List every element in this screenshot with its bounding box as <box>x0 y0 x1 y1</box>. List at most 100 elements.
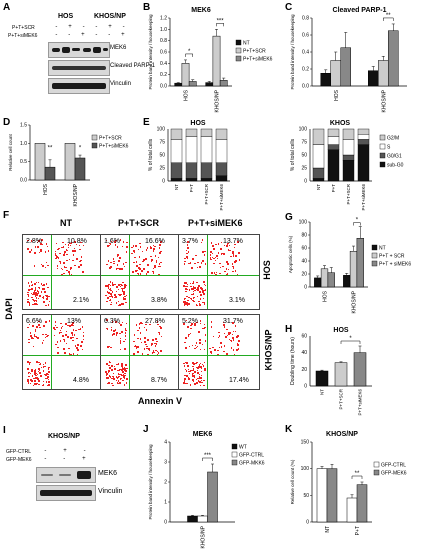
flow-event <box>203 254 206 256</box>
flow-event <box>64 352 66 354</box>
flow-event <box>151 338 154 341</box>
flow-event <box>32 298 34 301</box>
blot-mark: - <box>55 24 58 30</box>
flow-event <box>153 351 155 354</box>
flow-event <box>225 336 227 338</box>
blot-mark: - <box>44 448 47 454</box>
flow-event <box>151 259 153 261</box>
legend-label: P+T+siMEK6 <box>99 144 129 150</box>
flow-event <box>149 323 151 325</box>
flow-event <box>35 303 37 305</box>
flow-event <box>155 338 157 340</box>
flow-event <box>37 281 40 284</box>
flow-event <box>160 250 162 253</box>
legend-swatch <box>231 459 238 466</box>
flow-event <box>123 368 125 370</box>
legend-swatch <box>373 469 380 476</box>
flow-event <box>40 250 42 253</box>
flow-event <box>132 245 135 247</box>
flow-event <box>220 253 223 255</box>
gate-line <box>207 235 208 309</box>
flow-event <box>189 297 192 300</box>
flow-event <box>112 378 115 380</box>
flow-event <box>145 329 148 331</box>
blot-mark: - <box>108 32 111 38</box>
flow-event <box>109 267 111 269</box>
flow-event <box>193 374 196 377</box>
chart-title: KHOS/NP <box>326 431 358 438</box>
blot-mark: + <box>68 24 72 30</box>
flow-event <box>121 284 123 287</box>
bar-segment <box>215 139 228 163</box>
flow-event <box>192 379 194 381</box>
x-tick-label: P+T <box>331 184 336 193</box>
flow-event <box>193 363 195 365</box>
flow-event <box>202 281 205 284</box>
legend-swatch <box>235 47 242 54</box>
blot-marks-row2: - - + - - + <box>50 32 130 38</box>
flow-event <box>223 270 226 273</box>
flow-event <box>184 257 186 260</box>
flow-event <box>37 292 40 294</box>
flow-event <box>28 341 30 344</box>
flow-event <box>115 334 118 336</box>
flow-event <box>115 268 117 270</box>
blot-mark: - <box>83 448 86 454</box>
flow-event <box>158 243 161 246</box>
chart-cellcycle-khos: KHOS % of total cells 0 25 50 75 100 NT P+T P+T+S… <box>290 120 404 211</box>
panel-a: A HOS KHOS/NP P+T+SCR P+T+siMEK6 - + - -… <box>0 0 155 110</box>
quadrant-percent: 3.7% <box>182 238 198 245</box>
flow-event <box>110 329 113 331</box>
flow-event <box>158 263 161 265</box>
bar <box>356 484 368 523</box>
flow-ylabel: DAPI <box>3 298 14 320</box>
flow-event <box>203 348 206 351</box>
flow-event <box>32 303 34 306</box>
legend-swatch <box>235 39 242 46</box>
flow-event <box>184 368 187 371</box>
flow-event <box>215 243 217 246</box>
flow-event <box>114 367 117 370</box>
flow-event <box>124 338 127 341</box>
flow-event <box>156 321 158 323</box>
flow-event <box>112 375 114 378</box>
flow-event <box>115 239 117 242</box>
flow-event <box>124 372 126 375</box>
flow-event <box>158 247 161 249</box>
flow-event <box>53 327 55 329</box>
flow-event <box>135 270 137 272</box>
blot-band <box>40 490 92 496</box>
flow-event <box>42 333 44 336</box>
bar-segment <box>312 178 325 182</box>
flow-event <box>134 345 137 347</box>
legend-swatch <box>231 443 238 450</box>
flow-event <box>200 379 203 382</box>
flow-event <box>194 289 196 292</box>
flow-event <box>81 326 84 328</box>
flow-event <box>121 363 123 365</box>
flow-event <box>107 377 110 379</box>
flow-event <box>190 324 192 327</box>
flow-event <box>226 328 228 331</box>
flow-event <box>47 376 49 378</box>
flow-event <box>35 281 38 284</box>
flow-event <box>31 369 33 371</box>
bar-segment <box>200 128 213 138</box>
flow-event <box>185 282 187 284</box>
blot-parp <box>48 60 110 76</box>
flow-event <box>199 298 202 300</box>
legend-swatch <box>371 244 378 251</box>
flow-event <box>230 347 233 349</box>
flow-event <box>133 251 136 254</box>
bar-segment <box>327 128 340 138</box>
flow-event <box>71 332 73 334</box>
flow-event <box>27 298 29 301</box>
flow-event <box>113 262 115 265</box>
x-tick-label: HOS <box>323 290 329 302</box>
flow-event <box>112 258 115 260</box>
flow-event <box>35 292 37 294</box>
flow-event <box>198 377 201 379</box>
flow-event <box>80 256 83 258</box>
flow-event <box>27 372 30 374</box>
blot-mark: - <box>82 24 85 30</box>
